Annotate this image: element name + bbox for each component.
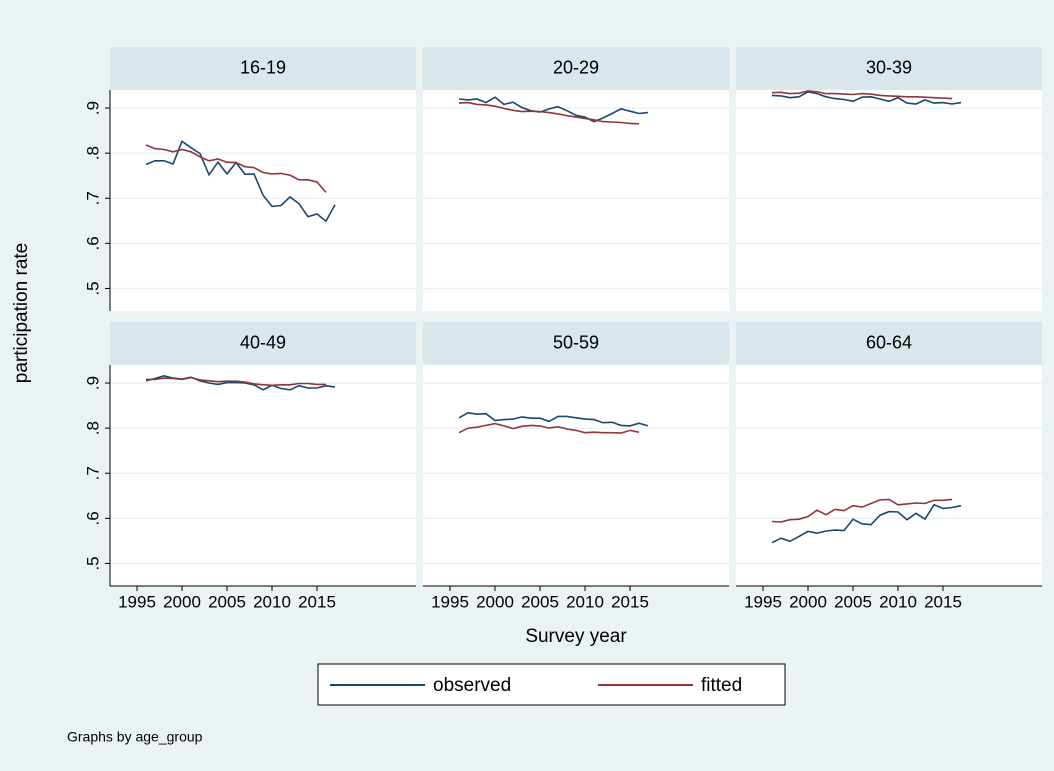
plot-area xyxy=(110,90,416,311)
x-tick-label: 2000 xyxy=(476,592,514,611)
plot-area xyxy=(736,90,1042,311)
x-axis-title: Survey year xyxy=(525,626,627,647)
y-tick-label: .7 xyxy=(83,191,102,205)
series-line xyxy=(145,144,327,193)
x-tick-label: 2015 xyxy=(298,592,336,611)
y-tick-label: .6 xyxy=(83,236,102,250)
x-tick-label: 2000 xyxy=(163,592,201,611)
x-tick-label: 2005 xyxy=(521,592,559,611)
series-line xyxy=(771,498,953,523)
series-line xyxy=(458,422,640,434)
series-line xyxy=(458,96,649,123)
panel-header xyxy=(110,47,416,90)
x-tick-label: 1995 xyxy=(431,592,469,611)
panel-header xyxy=(736,322,1042,365)
x-tick-label: 2015 xyxy=(611,592,649,611)
x-tick-label: 1995 xyxy=(118,592,156,611)
x-tick-label: 2010 xyxy=(879,592,917,611)
panel-header xyxy=(423,322,729,365)
x-tick-label: 1995 xyxy=(744,592,782,611)
plot-area xyxy=(423,90,729,311)
note: Graphs by age_group xyxy=(67,729,203,745)
y-tick-label: .8 xyxy=(83,421,102,435)
series-line xyxy=(771,90,962,105)
series-line xyxy=(771,90,953,100)
series-line xyxy=(458,101,640,125)
y-tick-label: .9 xyxy=(83,101,102,115)
series-line xyxy=(145,140,336,223)
panel-title: 60-64 xyxy=(866,332,912,352)
y-tick-label: .6 xyxy=(83,511,102,525)
panel-title: 20-29 xyxy=(553,57,599,77)
x-tick-label: 2010 xyxy=(253,592,291,611)
y-tick-label: .9 xyxy=(83,376,102,390)
series-line xyxy=(771,503,962,544)
panel-title: 50-59 xyxy=(553,332,599,352)
panel-title: 30-39 xyxy=(866,57,912,77)
legend-label: observed xyxy=(433,675,511,696)
series-line xyxy=(146,376,326,387)
plot-area xyxy=(110,365,416,586)
y-axis-title: participation rate xyxy=(11,243,32,383)
legend-label: fitted xyxy=(701,675,742,696)
plot-area xyxy=(423,365,729,586)
x-tick-label: 2005 xyxy=(834,592,872,611)
y-tick-label: .7 xyxy=(83,466,102,480)
x-tick-label: 2010 xyxy=(566,592,604,611)
y-tick-label: .5 xyxy=(83,556,102,570)
series-line xyxy=(458,411,649,427)
panel-title: 40-49 xyxy=(240,332,286,352)
panel-header xyxy=(736,47,1042,90)
y-tick-label: .5 xyxy=(83,281,102,295)
x-tick-label: 2005 xyxy=(208,592,246,611)
x-tick-label: 2000 xyxy=(789,592,827,611)
panel-title: 16-19 xyxy=(240,57,286,77)
panel-header xyxy=(110,322,416,365)
y-tick-label: .8 xyxy=(83,146,102,160)
panel-header xyxy=(423,47,729,90)
plot-area xyxy=(736,365,1042,586)
x-tick-label: 2015 xyxy=(924,592,962,611)
